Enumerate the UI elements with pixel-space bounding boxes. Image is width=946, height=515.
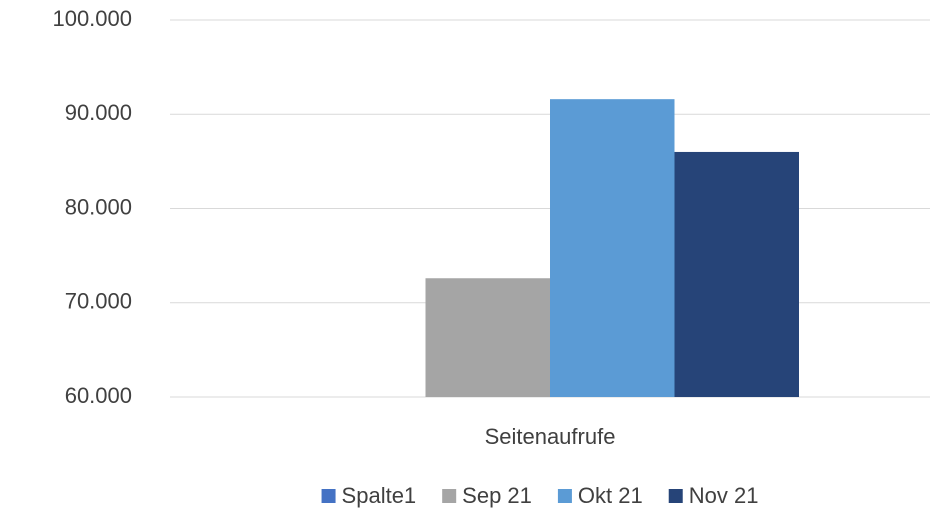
x-tick-label: Seitenaufrufe — [485, 424, 616, 449]
legend-swatch — [557, 489, 572, 503]
bar — [674, 151, 799, 397]
bar — [425, 278, 550, 397]
bar — [550, 99, 675, 398]
y-tick-label: 60.000 — [65, 383, 132, 408]
legend-label: Spalte1 — [342, 483, 417, 508]
legend-swatch — [442, 489, 457, 503]
y-tick-label: 90.000 — [65, 100, 132, 125]
legend-label: Okt 21 — [578, 483, 643, 508]
legend-swatch — [668, 489, 683, 503]
y-tick-label: 100.000 — [52, 6, 132, 31]
legend-swatch — [321, 489, 336, 503]
legend-label: Sep 21 — [462, 483, 532, 508]
y-tick-label: 80.000 — [65, 194, 132, 219]
legend-label: Nov 21 — [689, 483, 759, 508]
y-tick-label: 70.000 — [65, 289, 132, 314]
